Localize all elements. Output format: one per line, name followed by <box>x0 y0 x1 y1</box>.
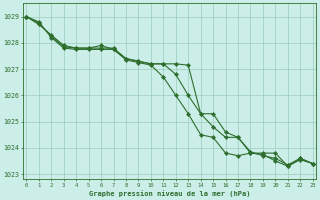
X-axis label: Graphe pression niveau de la mer (hPa): Graphe pression niveau de la mer (hPa) <box>89 190 250 197</box>
